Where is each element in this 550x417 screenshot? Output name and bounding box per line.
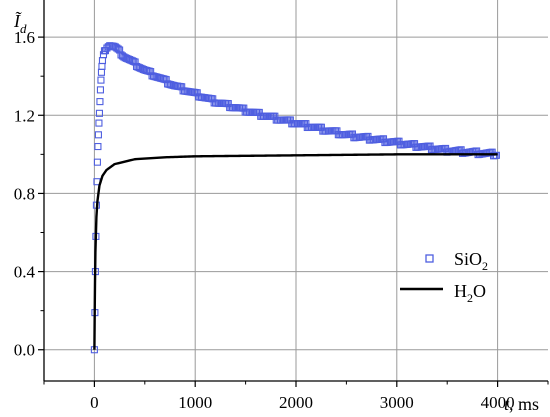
legend-label-h2o-sub: 2 xyxy=(467,291,473,305)
y-axis-title-sub: d xyxy=(20,21,27,36)
sio2-point-10 xyxy=(95,109,103,117)
sio2-point-14 xyxy=(97,68,106,76)
x-axis-title: t, ms xyxy=(504,394,539,414)
legend-marker-sio2 xyxy=(425,254,434,263)
legend-label-sio2-main: SiO xyxy=(454,249,482,269)
series-h2o-line xyxy=(93,153,498,350)
y-axis-title-main: Ĩ xyxy=(13,11,22,31)
ticks: 0 1000 2000 3000 4000 0.0 0.4 0.8 1.2 1.6 xyxy=(14,28,549,412)
sio2-point-16 xyxy=(98,57,107,65)
x-axis-title-unit: , ms xyxy=(509,394,539,414)
legend-label-h2o: H2O xyxy=(454,281,486,305)
x-tick-label-1: 1000 xyxy=(178,393,212,412)
grid xyxy=(44,0,548,381)
x-tick-label-3: 3000 xyxy=(380,393,414,412)
legend-label-sio2-sub: 2 xyxy=(482,259,488,273)
x-tick-label-2: 2000 xyxy=(279,393,313,412)
y-tick-label-4: 1.6 xyxy=(14,28,35,47)
sio2-point-8 xyxy=(94,131,102,139)
y-tick-label-1: 0.4 xyxy=(14,263,36,282)
legend-label-h2o-main: H xyxy=(454,281,467,301)
sio2-point-13 xyxy=(97,76,105,84)
x-tick-label-4: 4000 xyxy=(481,393,515,412)
y-tick-label-2: 0.8 xyxy=(14,184,35,203)
series-sio2 xyxy=(90,42,500,354)
x-tick-label-0: 0 xyxy=(90,393,99,412)
sio2-point-9 xyxy=(95,119,103,127)
sio2-point-12 xyxy=(96,86,104,94)
y-tick-label-0: 0.0 xyxy=(14,341,35,360)
y-tick-label-3: 1.2 xyxy=(14,106,35,125)
sio2-point-11 xyxy=(96,98,104,106)
legend: SiO2 H2O xyxy=(400,249,488,305)
x-axis-title-main: t xyxy=(504,394,510,414)
legend-label-sio2: SiO2 xyxy=(454,249,488,273)
sio2-point-17 xyxy=(99,51,108,59)
sio2-point-6 xyxy=(93,158,101,166)
legend-label-h2o-tail: O xyxy=(473,281,486,301)
series-layer xyxy=(90,42,500,354)
y-axis-title: Ĩd xyxy=(13,11,27,36)
sio2-point-7 xyxy=(94,142,102,151)
sio2-point-15 xyxy=(98,62,106,70)
